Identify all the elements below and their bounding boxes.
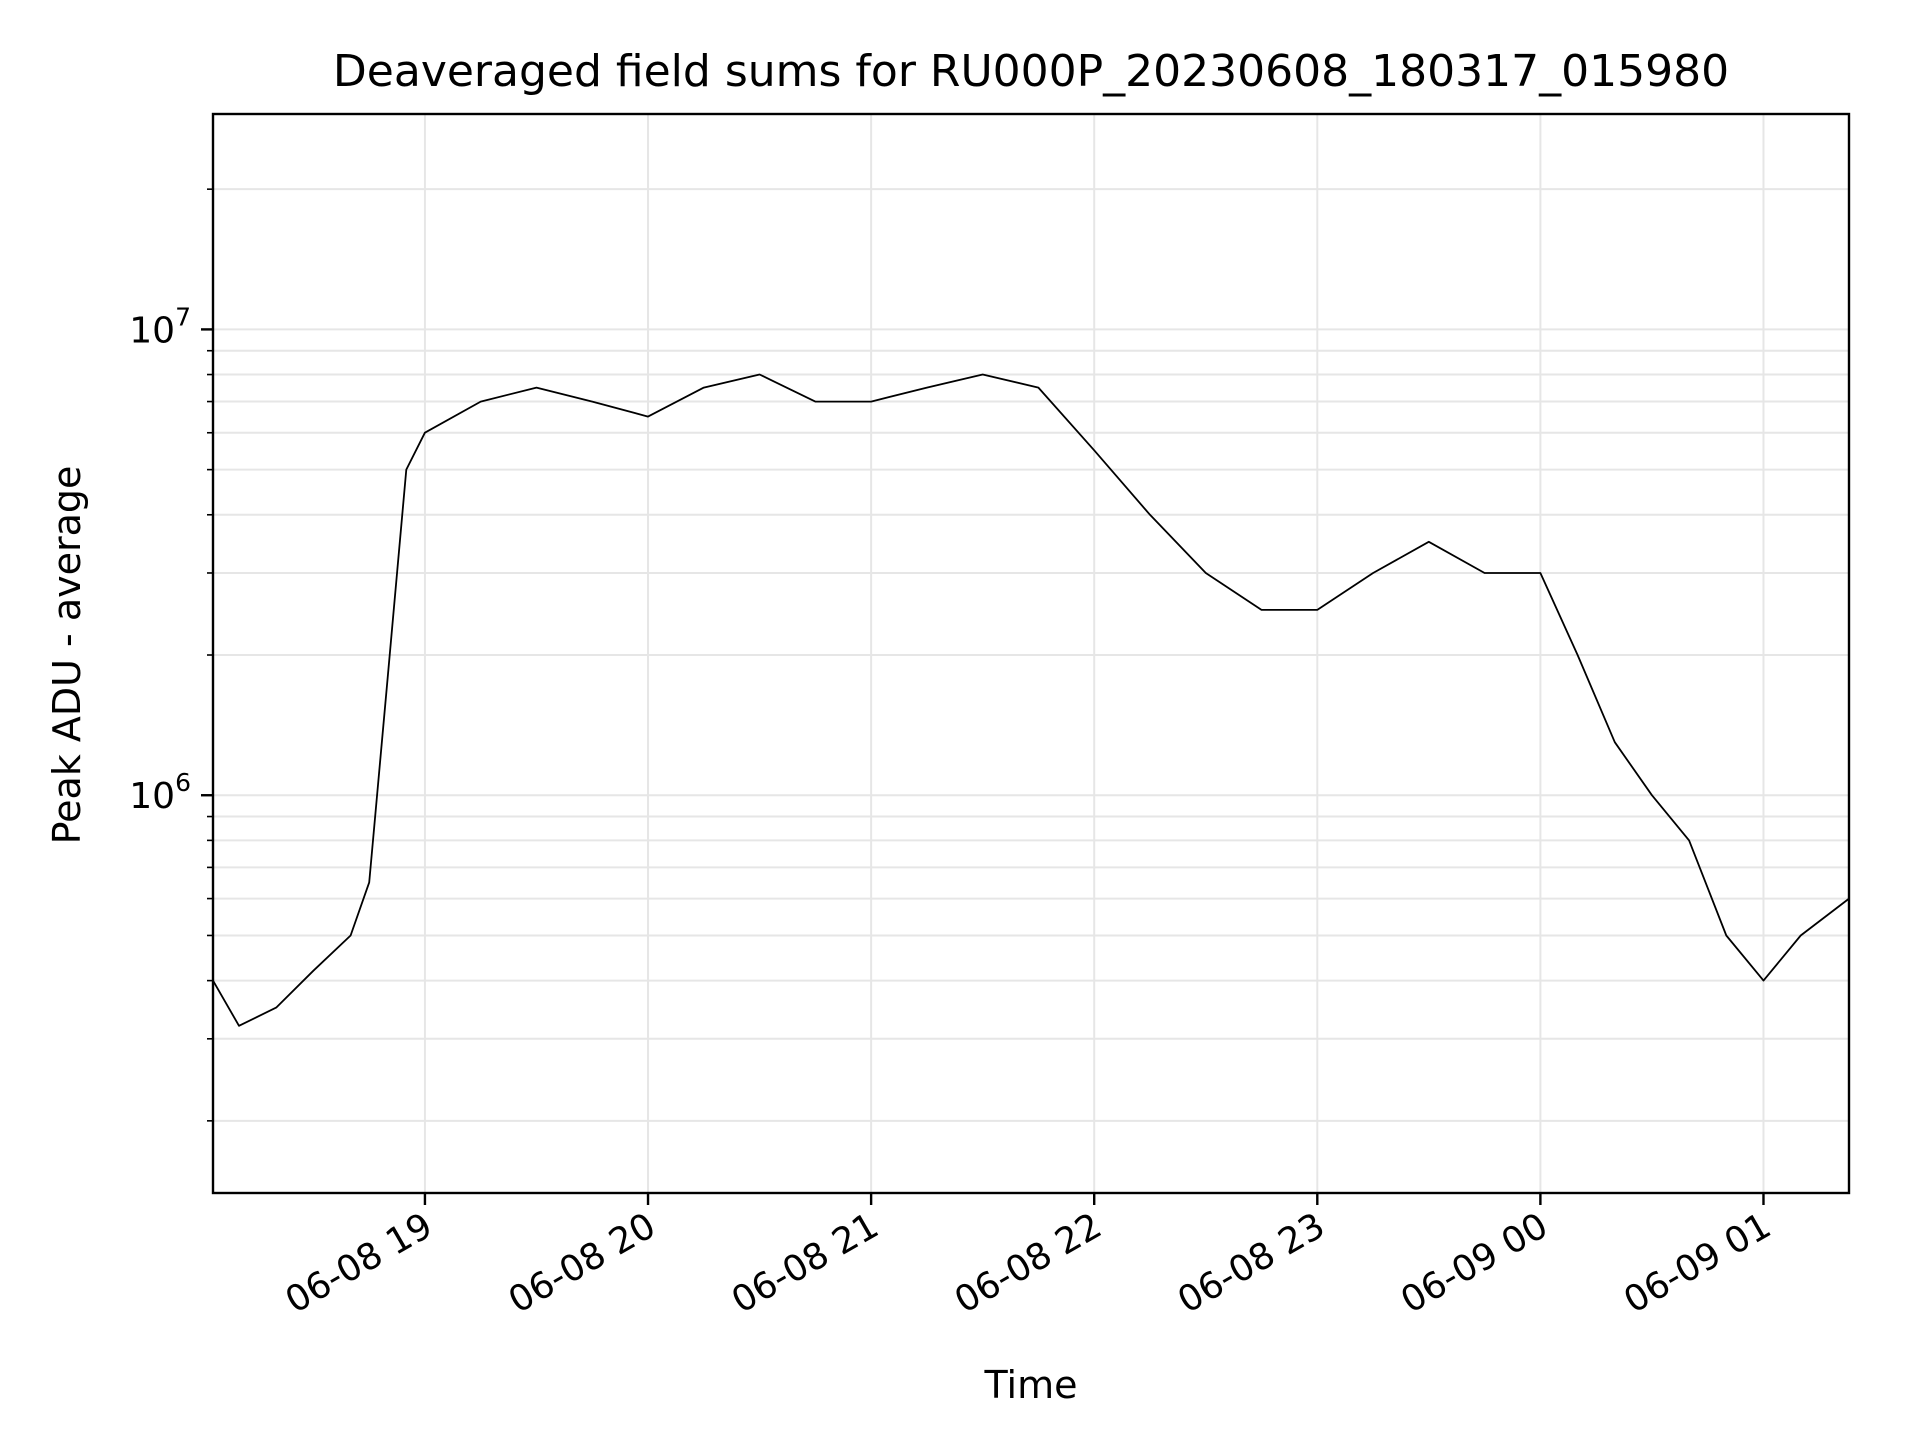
ticks: 06-08 19 06-08 20 06-08 21 06-08 22 06-08 23… — [129, 188, 1778, 1322]
x-tick-label: 06-08 22 — [948, 1205, 1109, 1321]
x-tick-label: 06-08 20 — [502, 1205, 663, 1321]
chart-title: Deaveraged field sums for RU000P_2023060… — [333, 46, 1729, 97]
y-tick-label: 107 — [129, 302, 191, 351]
y-axis-label: Peak ADU - average — [45, 466, 89, 845]
x-tick-label: 06-09 01 — [1617, 1205, 1778, 1321]
plot-frame — [211, 112, 1851, 1195]
x-tick-label: 06-08 19 — [279, 1205, 440, 1321]
x-tick-label: 06-08 21 — [725, 1205, 886, 1321]
x-tick-label: 06-08 23 — [1171, 1205, 1332, 1321]
grid — [213, 114, 1849, 1193]
series-line — [212, 373, 1850, 1027]
y-tick-label: 106 — [129, 768, 191, 817]
x-axis-label: Time — [984, 1363, 1078, 1407]
series — [212, 373, 1850, 1027]
x-tick-label: 06-09 00 — [1394, 1205, 1555, 1321]
